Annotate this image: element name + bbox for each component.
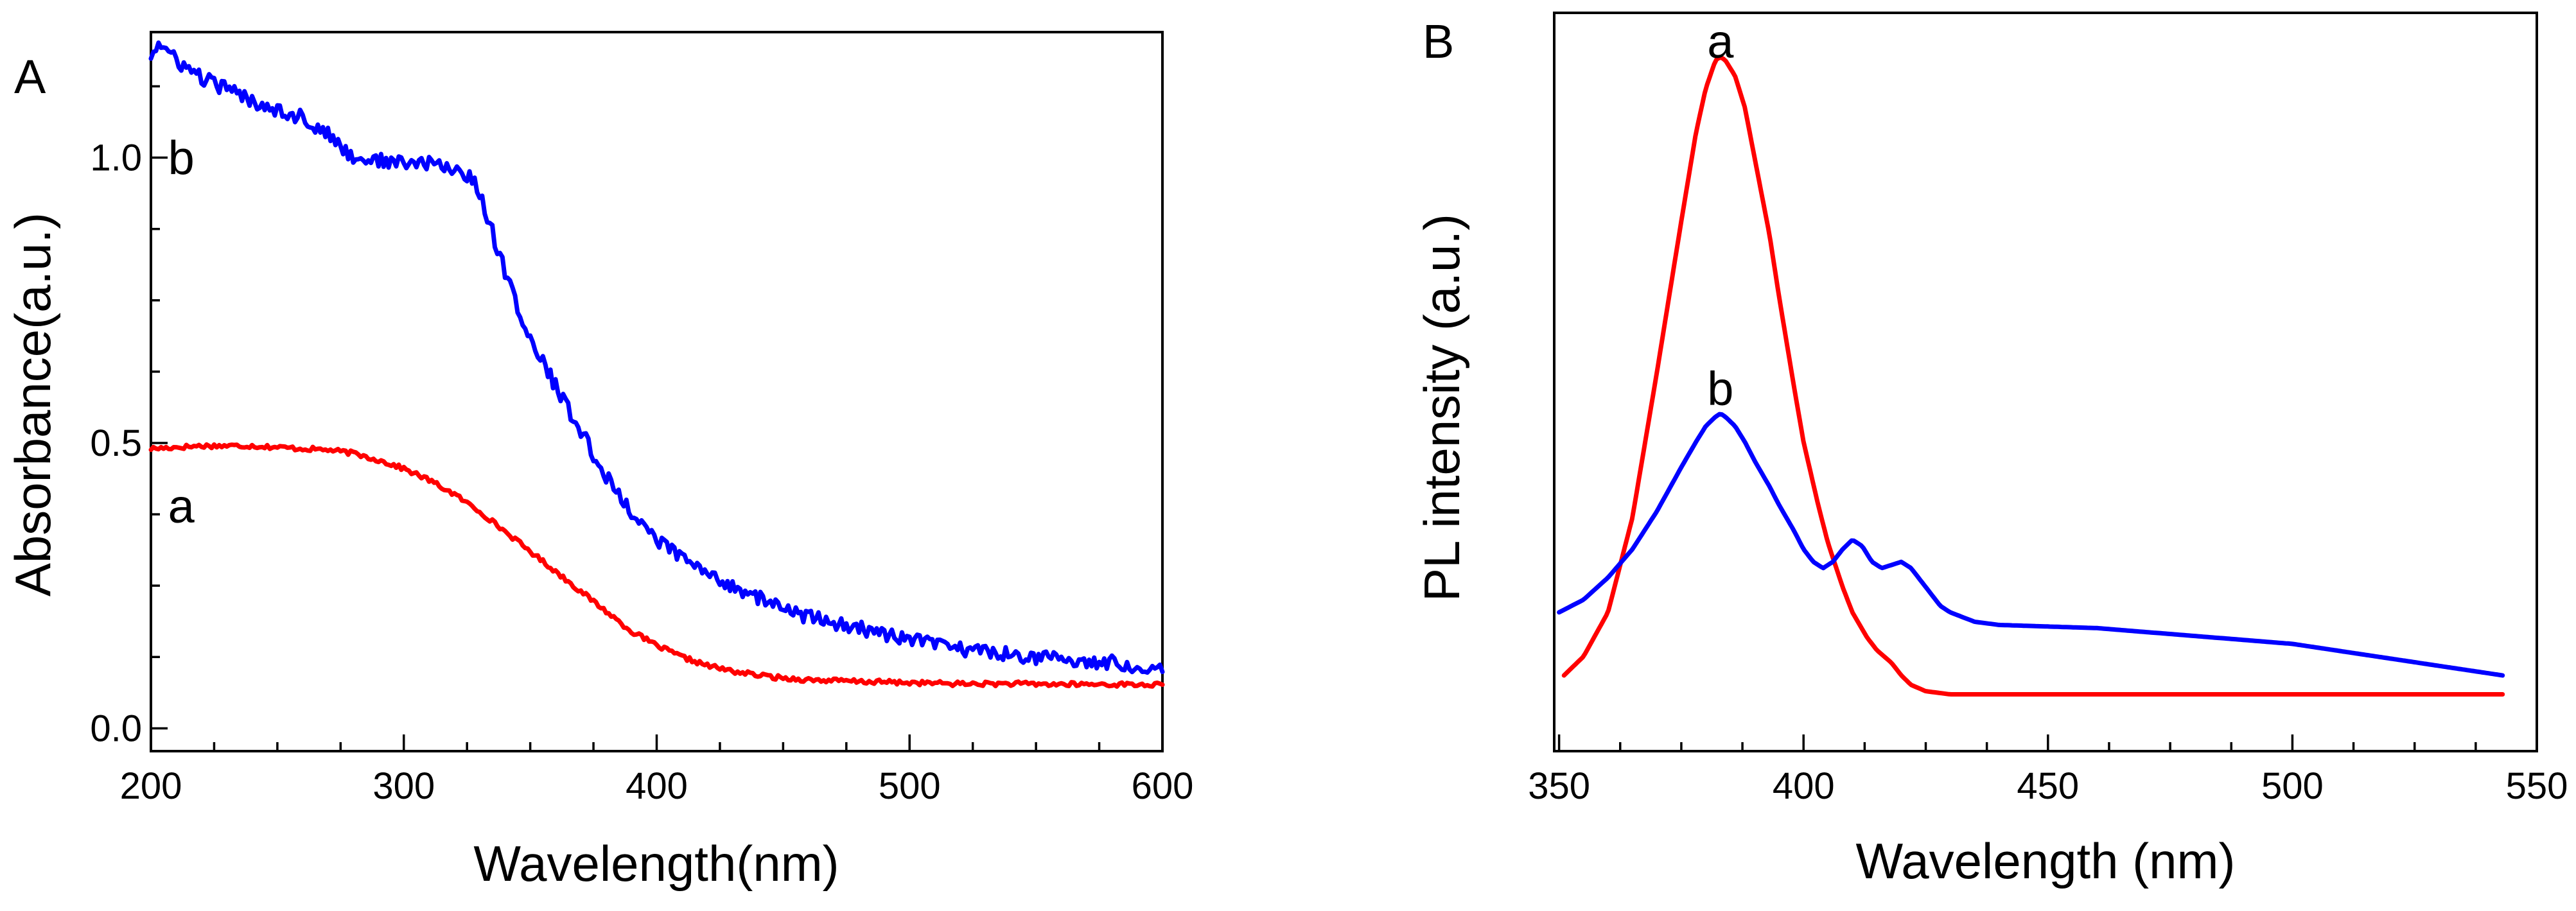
panel-a-x-axis: 200 300 400 500 600 [120,734,1194,807]
panel-a-x-axis-title: Wavelength(nm) [473,835,839,892]
panel-b-plot-frame [1553,12,2538,752]
panel-b-series-b-label: b [1707,362,1733,415]
panel-a-series-a-line [148,442,1165,689]
panel-b-x-axis: 350 400 450 500 550 [1528,734,2568,807]
panel-b: B ab 350 400 450 500 550 Wavelength (nm) PL … [1414,12,2568,889]
panel-a-y-tick-label: 0.0 [90,707,142,749]
panel-a-series-group: ab [148,40,1165,689]
panel-b-x-tick-label: 400 [1773,765,1835,807]
panel-a-x-tick-label: 300 [372,765,435,807]
panel-a-x-tick-label: 400 [626,765,688,807]
panel-b-x-axis-title: Wavelength (nm) [1856,833,2236,889]
panel-b-series-group: ab [1557,15,2505,697]
panel-a-x-tick-label: 200 [120,765,182,807]
panel-a-letter: A [14,50,46,103]
panel-a-series-b-line [148,40,1165,675]
panel-a-y-tick-label: 1.0 [90,137,142,179]
panel-a-y-axis-title: Absorbance(a.u.) [4,213,61,596]
panel-b-x-tick-label: 350 [1528,765,1590,807]
panel-b-series-b-line [1557,412,2505,678]
panel-b-x-tick-label: 500 [2261,765,2324,807]
panel-a-series-a-label: a [168,480,195,533]
panel-b-y-axis-title: PL intensity (a.u.) [1414,214,1470,602]
panel-a-series-b-label: b [168,132,195,185]
panel-a: A ab 200 300 400 500 600 0.00.51.0 Wavelengt… [4,31,1194,892]
panel-b-letter: B [1423,15,1454,68]
panel-b-series-a-label: a [1707,15,1734,68]
panel-b-x-tick-label: 450 [2017,765,2079,807]
panel-a-x-tick-label: 500 [879,765,941,807]
panel-a-y-tick-label: 0.5 [90,422,142,464]
panel-b-x-tick-label: 550 [2506,765,2568,807]
panel-a-y-axis: 0.0 0.5 1.0 [90,85,168,749]
panel-a-x-tick-label: 600 [1132,765,1194,807]
panel-b-series-a-line [1561,55,2505,697]
